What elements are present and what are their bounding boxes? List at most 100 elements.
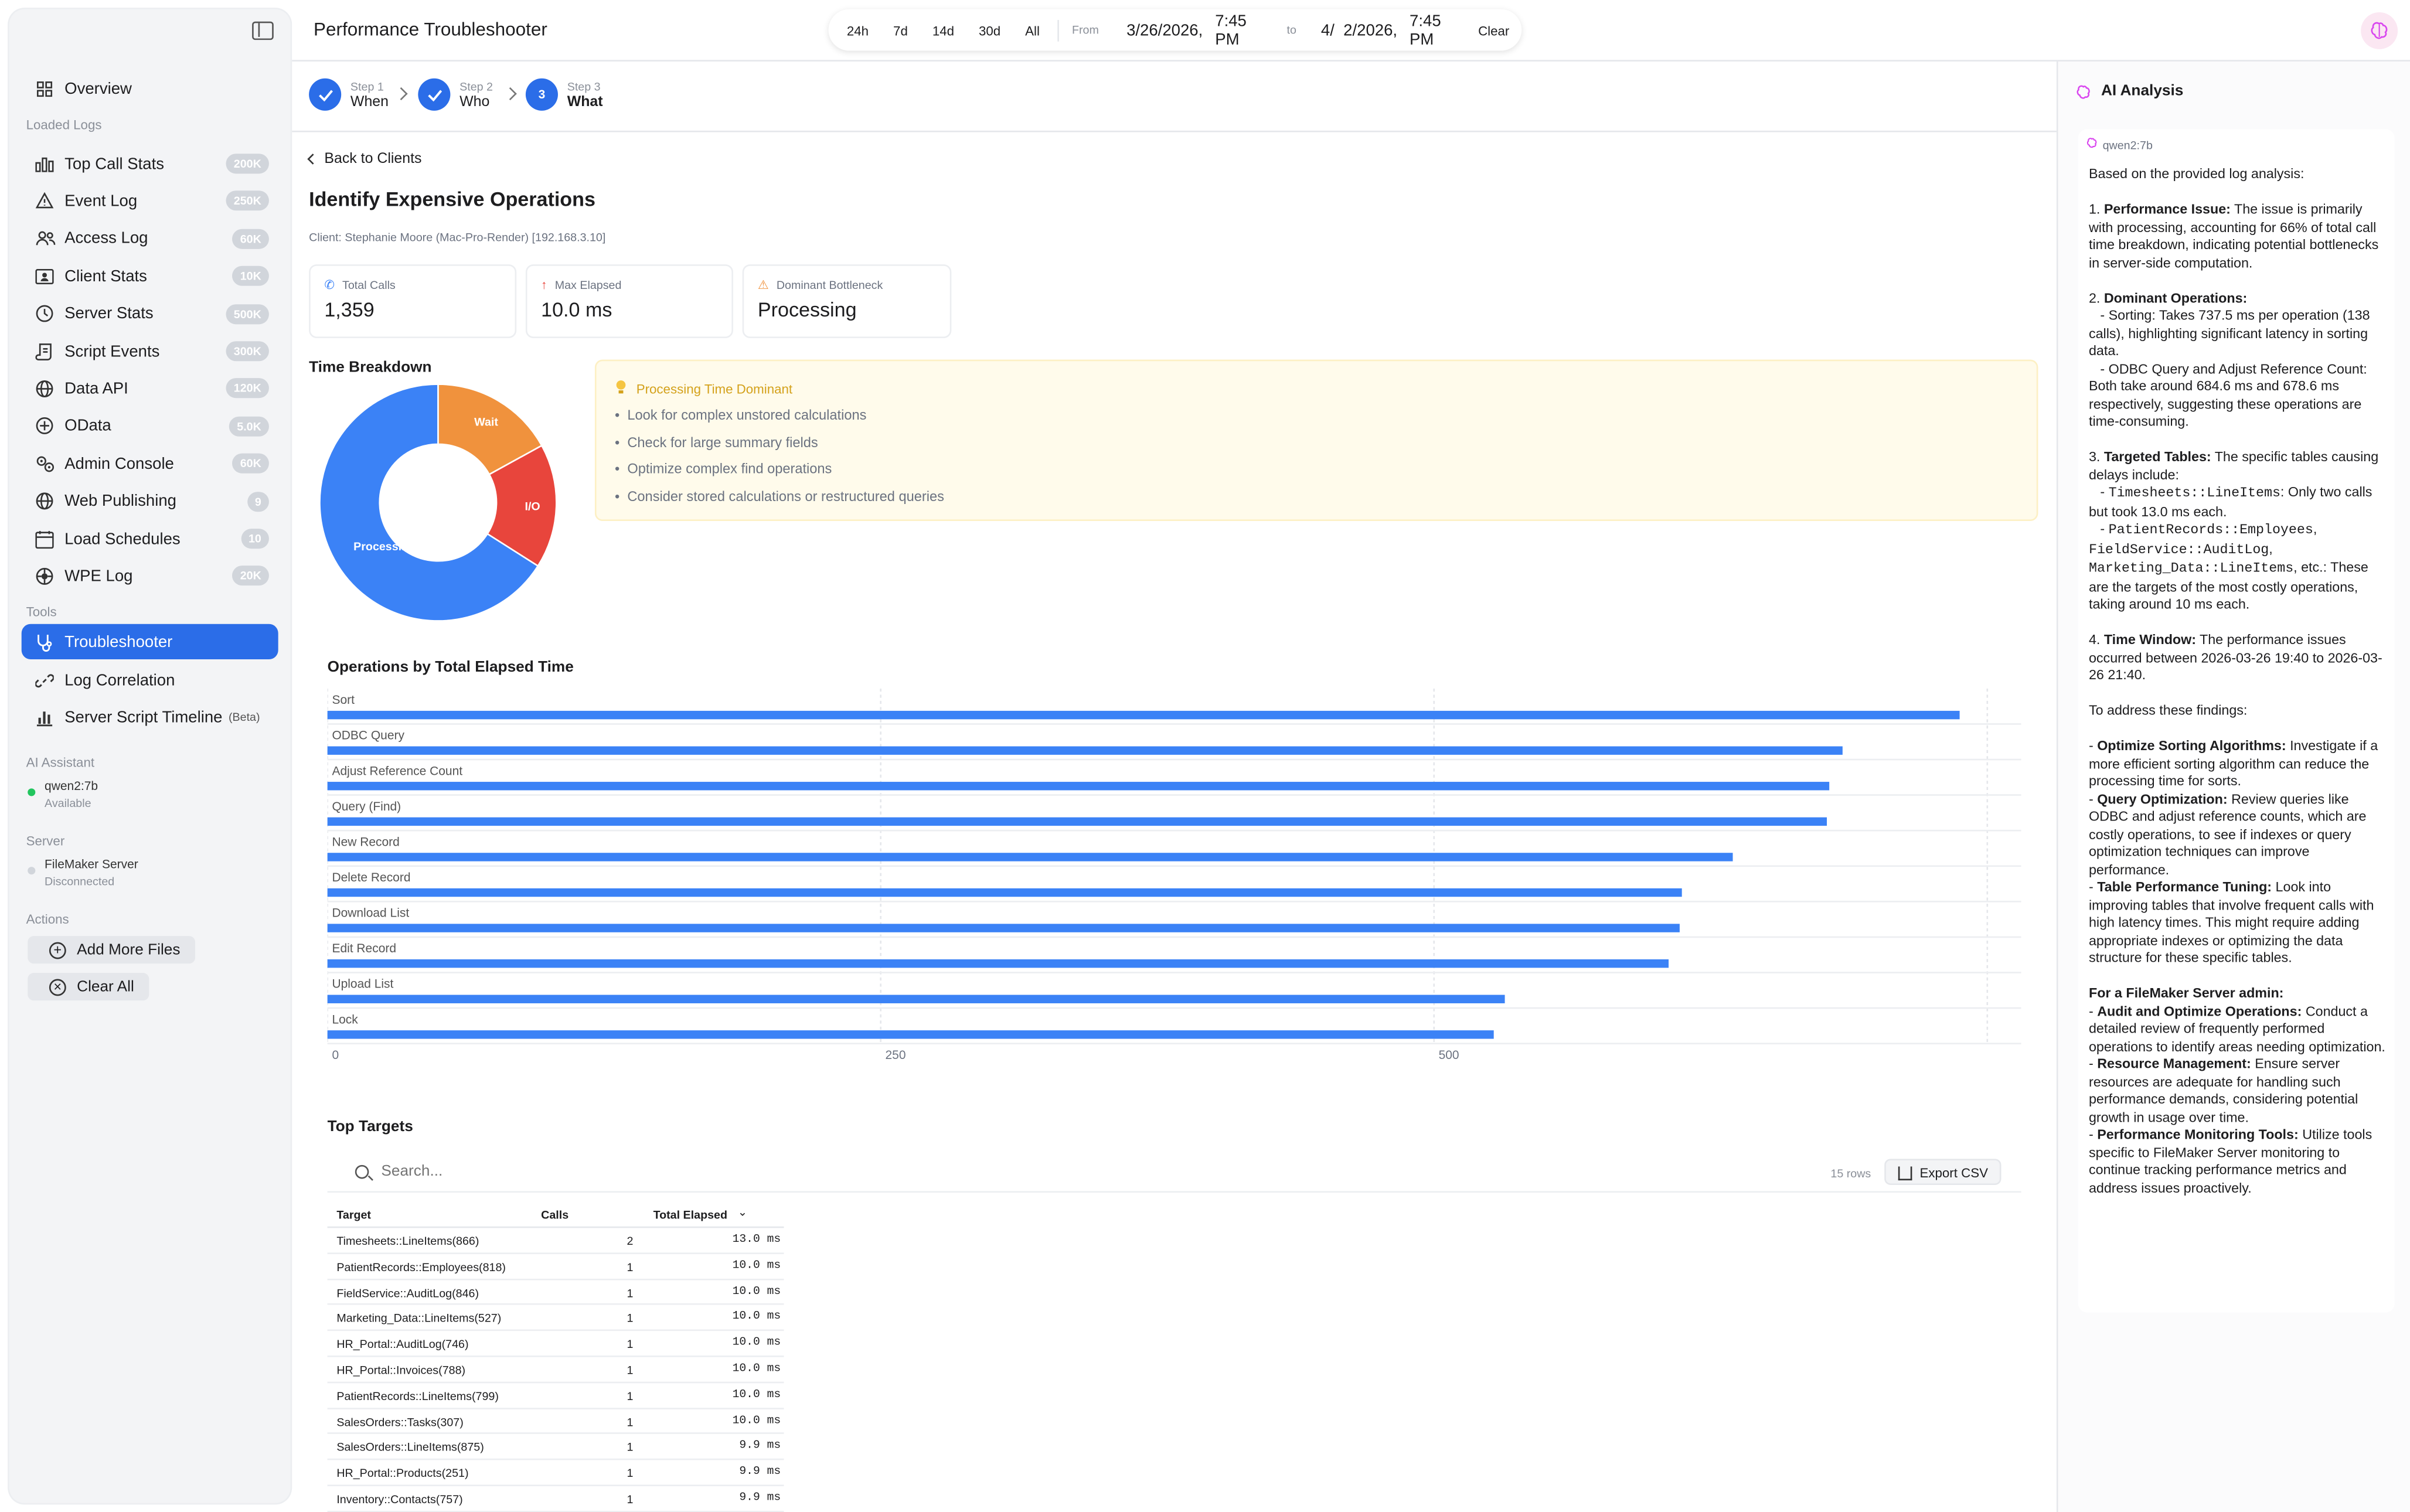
bar-download-list[interactable]: [327, 924, 1680, 932]
to-time-input[interactable]: 7:45 PM: [1410, 11, 1441, 49]
clear-range-button[interactable]: Clear: [1478, 22, 1510, 38]
ai-bold-text: Audit and Optimize Operations:: [2097, 1003, 2302, 1019]
sidebar-item-load-schedules[interactable]: Load Schedules 10: [22, 521, 278, 556]
sidebar-item-web-publishing[interactable]: Web Publishing 9: [22, 483, 278, 519]
sidebar-item-server-script-timeline[interactable]: Server Script Timeline (Beta): [22, 699, 278, 734]
ai-paragraph: For a FileMaker Server admin: - Audit an…: [2089, 985, 2387, 1197]
to-date-input[interactable]: 4/ 2/2026,: [1320, 21, 1398, 39]
table-row[interactable]: SalesOrders::LineItems(875) 1 9.9 ms: [327, 1435, 784, 1460]
count-badge: 5.0K: [229, 416, 269, 437]
tip-item: • Check for large summary fields: [615, 435, 818, 451]
recommendations-title: Processing Time Dominant: [615, 380, 792, 398]
bar-adjust-reference-count[interactable]: [327, 782, 1830, 791]
sidebar-item-top-call-stats[interactable]: Top Call Stats 200K: [22, 146, 278, 181]
count-badge: 200K: [226, 154, 269, 174]
card-label: Dominant Bottleneck: [776, 278, 883, 292]
bar-odbc-query[interactable]: [327, 746, 1843, 755]
ai-analysis-panel: AI Analysis qwen2:7b Based on the provid…: [2056, 61, 2410, 1512]
card-value: 1,359: [324, 298, 375, 322]
add-more-files-button[interactable]: + Add More Files: [28, 936, 196, 964]
spacer: [2089, 183, 2387, 201]
sidebar-item-label: Load Schedules: [64, 529, 181, 548]
table-row[interactable]: HR_Portal::Invoices(788) 1 10.0 ms: [327, 1357, 784, 1383]
back-to-clients-link[interactable]: Back to Clients: [307, 151, 422, 168]
table-row[interactable]: SalesOrders::Tasks(307) 1 10.0 ms: [327, 1409, 784, 1435]
cell-total-elapsed: 13.0 ms: [732, 1234, 781, 1247]
bar-query-find-[interactable]: [327, 817, 1827, 826]
bar-delete-record[interactable]: [327, 888, 1682, 897]
range-24h-button[interactable]: 24h: [846, 22, 869, 38]
bar-edit-record[interactable]: [327, 959, 1669, 968]
export-csv-button[interactable]: Export CSV: [1884, 1159, 2002, 1185]
sidebar-item-wpe-log[interactable]: WPE Log 20K: [22, 559, 278, 594]
sidebar-item-access-log[interactable]: Access Log 60K: [22, 221, 278, 256]
column-header-total-elapsed[interactable]: Total Elapsed: [653, 1208, 728, 1222]
sidebar-item-client-stats[interactable]: Client Stats 10K: [22, 258, 278, 294]
bar-label: Download List: [332, 907, 409, 920]
table-row[interactable]: HR_Portal::AuditLog(746) 1 10.0 ms: [327, 1331, 784, 1357]
bar-label: New Record: [332, 835, 399, 849]
sidebar-item-event-log[interactable]: Event Log 250K: [22, 183, 278, 219]
count-badge: 10: [240, 529, 269, 549]
table-row[interactable]: Marketing_Data::LineItems(527) 1 10.0 ms: [327, 1306, 784, 1331]
bar-label: ODBC Query: [332, 729, 404, 743]
bar-upload-list[interactable]: [327, 995, 1505, 1003]
sidebar-toggle-icon[interactable]: [252, 21, 274, 40]
sidebar-item-troubleshooter[interactable]: Troubleshooter: [21, 624, 278, 660]
plus-circle-icon: +: [49, 941, 66, 959]
bar-new-record[interactable]: [327, 853, 1733, 861]
from-time-input[interactable]: 7:45 PM: [1215, 11, 1247, 49]
step-number: Step 3: [567, 79, 601, 93]
sidebar-item-label: Server Script Timeline: [64, 707, 223, 727]
ai-text: The specific tables causing delays inclu…: [2088, 448, 2379, 500]
table-row[interactable]: PatientRecords::Employees(818) 1 10.0 ms: [327, 1254, 784, 1280]
range-30d-button[interactable]: 30d: [978, 22, 1001, 38]
status-dot-icon: [28, 788, 36, 796]
clear-all-button[interactable]: × Clear All: [28, 973, 150, 1001]
range-all-button[interactable]: All: [1025, 22, 1040, 38]
sidebar-item-server-stats[interactable]: Server Stats 500K: [22, 296, 278, 331]
step-when[interactable]: Step 1 When: [309, 78, 389, 111]
ai-brain-icon: [2075, 81, 2092, 109]
ai-text: The issue is primarily with processing, …: [2088, 201, 2382, 270]
table-row[interactable]: HR_Portal::Products(251) 1 9.9 ms: [327, 1460, 784, 1486]
donut-slice-io[interactable]: [486, 444, 557, 567]
column-header-calls[interactable]: Calls: [541, 1208, 569, 1222]
bar-label: Delete Record: [332, 871, 410, 884]
from-date-input[interactable]: 3/26/2026,: [1126, 21, 1203, 39]
step-label: What: [567, 93, 603, 110]
loaded-logs-title: Loaded Logs: [26, 117, 102, 132]
bar-chart-icon: [34, 153, 56, 175]
card-value: 10.0 ms: [541, 298, 612, 322]
sidebar-item-label: Overview: [64, 79, 132, 98]
bar-lock[interactable]: [327, 1030, 1494, 1039]
range-14d-button[interactable]: 14d: [932, 22, 955, 38]
search-input[interactable]: [381, 1163, 689, 1181]
sidebar-item-overview[interactable]: Overview: [22, 71, 278, 106]
sidebar-item-odata[interactable]: OData 5.0K: [22, 408, 278, 444]
table-row[interactable]: Inventory::Contacts(757) 1 9.9 ms: [327, 1486, 784, 1512]
donut-slice-processing[interactable]: [319, 383, 539, 622]
cell-target: SalesOrders::LineItems(875): [336, 1441, 484, 1455]
range-7d-button[interactable]: 7d: [893, 22, 908, 38]
step-number: Step 2: [459, 79, 493, 93]
step-who[interactable]: Step 2 Who: [418, 78, 493, 111]
sidebar-item-data-api[interactable]: Data API 120K: [22, 371, 278, 406]
table-row[interactable]: PatientRecords::LineItems(799) 1 10.0 ms: [327, 1383, 784, 1409]
ai-code-text: FieldService::AuditLog: [2088, 542, 2269, 557]
ai-assistant-title: AI Assistant: [26, 754, 95, 770]
table-row[interactable]: Timesheets::LineItems(866) 2 13.0 ms: [327, 1228, 784, 1254]
ai-response-text: Based on the provided log analysis: 1. Pe…: [2089, 166, 2387, 1197]
sidebar-item-admin-console[interactable]: Admin Console 60K: [22, 446, 278, 481]
spacer: [2089, 272, 2387, 290]
bar-sort[interactable]: [327, 710, 1960, 720]
sidebar-item-script-events[interactable]: Script Events 300K: [22, 333, 278, 369]
ai-brain-icon[interactable]: [2361, 12, 2398, 49]
donut-slice-wait[interactable]: [437, 383, 543, 476]
column-header-target[interactable]: Target: [336, 1208, 372, 1222]
step-what[interactable]: 3 Step 3 What: [525, 78, 603, 111]
table-row[interactable]: FieldService::AuditLog(846) 1 10.0 ms: [327, 1279, 784, 1306]
x-tick-label: 0: [332, 1048, 339, 1062]
sidebar-item-log-correlation[interactable]: Log Correlation: [22, 662, 278, 697]
cell-calls: 1: [627, 1259, 634, 1274]
